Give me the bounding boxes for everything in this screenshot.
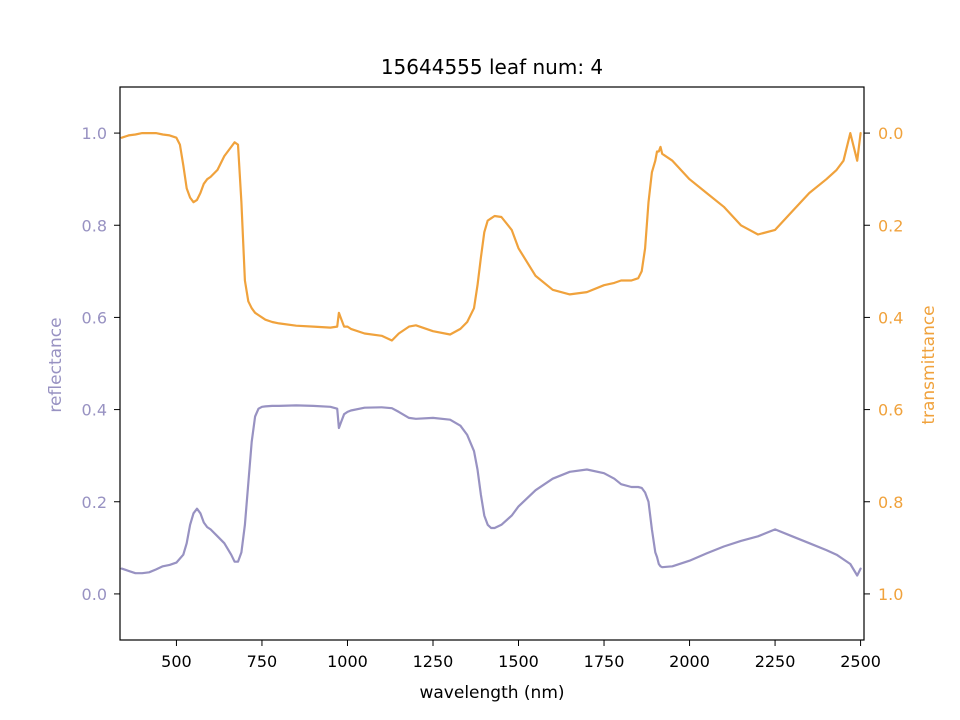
plot-area <box>120 132 862 577</box>
y-right-tick-label: 0.2 <box>878 216 903 235</box>
y-axis-label-left: reflectance <box>46 317 66 412</box>
x-tick-label: 1500 <box>498 652 539 671</box>
x-tick-label: 1250 <box>413 652 454 671</box>
reflectance-series-line <box>120 404 862 577</box>
x-tick-label: 2000 <box>669 652 710 671</box>
y-left-tick-label: 0.8 <box>82 216 107 235</box>
x-axis-label: wavelength (nm) <box>419 683 564 703</box>
axes: 500 750 1000 1250 1500 1750 2000 2250 2500 0.0 0.2… <box>82 86 903 671</box>
transmittance-series-line <box>120 132 862 342</box>
y-right-tick-label: 0.6 <box>878 401 903 420</box>
y-right-tick-label: 0.4 <box>878 308 903 327</box>
x-tick-label: 2500 <box>840 652 881 671</box>
y-axis-label-right: transmittance <box>919 305 939 424</box>
x-tick-label: 2250 <box>755 652 796 671</box>
x-tick-label: 1750 <box>584 652 625 671</box>
y-left-tick-label: 1.0 <box>82 124 107 143</box>
y-left-tick-label: 0.6 <box>82 308 107 327</box>
x-tick-label: 500 <box>161 652 192 671</box>
y-left-tick-label: 0.0 <box>82 585 107 604</box>
plot-frame <box>119 86 865 641</box>
y-right-tick-label: 0.0 <box>878 124 903 143</box>
y-left-tick-label: 0.2 <box>82 493 107 512</box>
y-left-tick-label: 0.4 <box>82 401 107 420</box>
x-tick-label: 750 <box>247 652 278 671</box>
y-right-tick-label: 0.8 <box>878 493 903 512</box>
y-right-tick-label: 1.0 <box>878 585 903 604</box>
x-tick-label: 1000 <box>327 652 368 671</box>
chart-title: 15644555 leaf num: 4 <box>381 55 603 79</box>
